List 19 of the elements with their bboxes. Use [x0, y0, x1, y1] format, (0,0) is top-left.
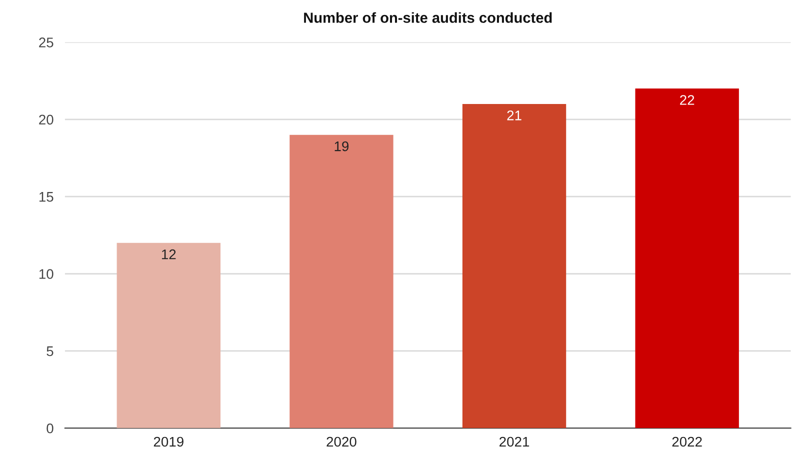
x-tick-label: 2022: [672, 436, 702, 447]
data-label: 21: [507, 110, 522, 120]
data-label: 12: [162, 249, 176, 260]
y-tick-label: 25: [39, 38, 54, 48]
bar: [635, 88, 739, 428]
bar: [462, 104, 566, 428]
chart-title: Number of on-site audits conducted: [304, 12, 552, 23]
data-label: 22: [680, 95, 694, 105]
y-tick-label: 10: [39, 269, 54, 279]
data-label: 19: [334, 141, 349, 152]
bar: [290, 134, 394, 428]
x-tick-label: 2021: [500, 436, 530, 447]
bar: [116, 242, 220, 428]
y-tick-label: 0: [46, 423, 54, 434]
x-tick-label: 2020: [326, 436, 356, 447]
x-tick-label: 2019: [154, 436, 184, 447]
y-tick-label: 5: [46, 346, 54, 356]
y-tick-label: 20: [39, 114, 54, 125]
y-tick-label: 15: [39, 192, 54, 202]
